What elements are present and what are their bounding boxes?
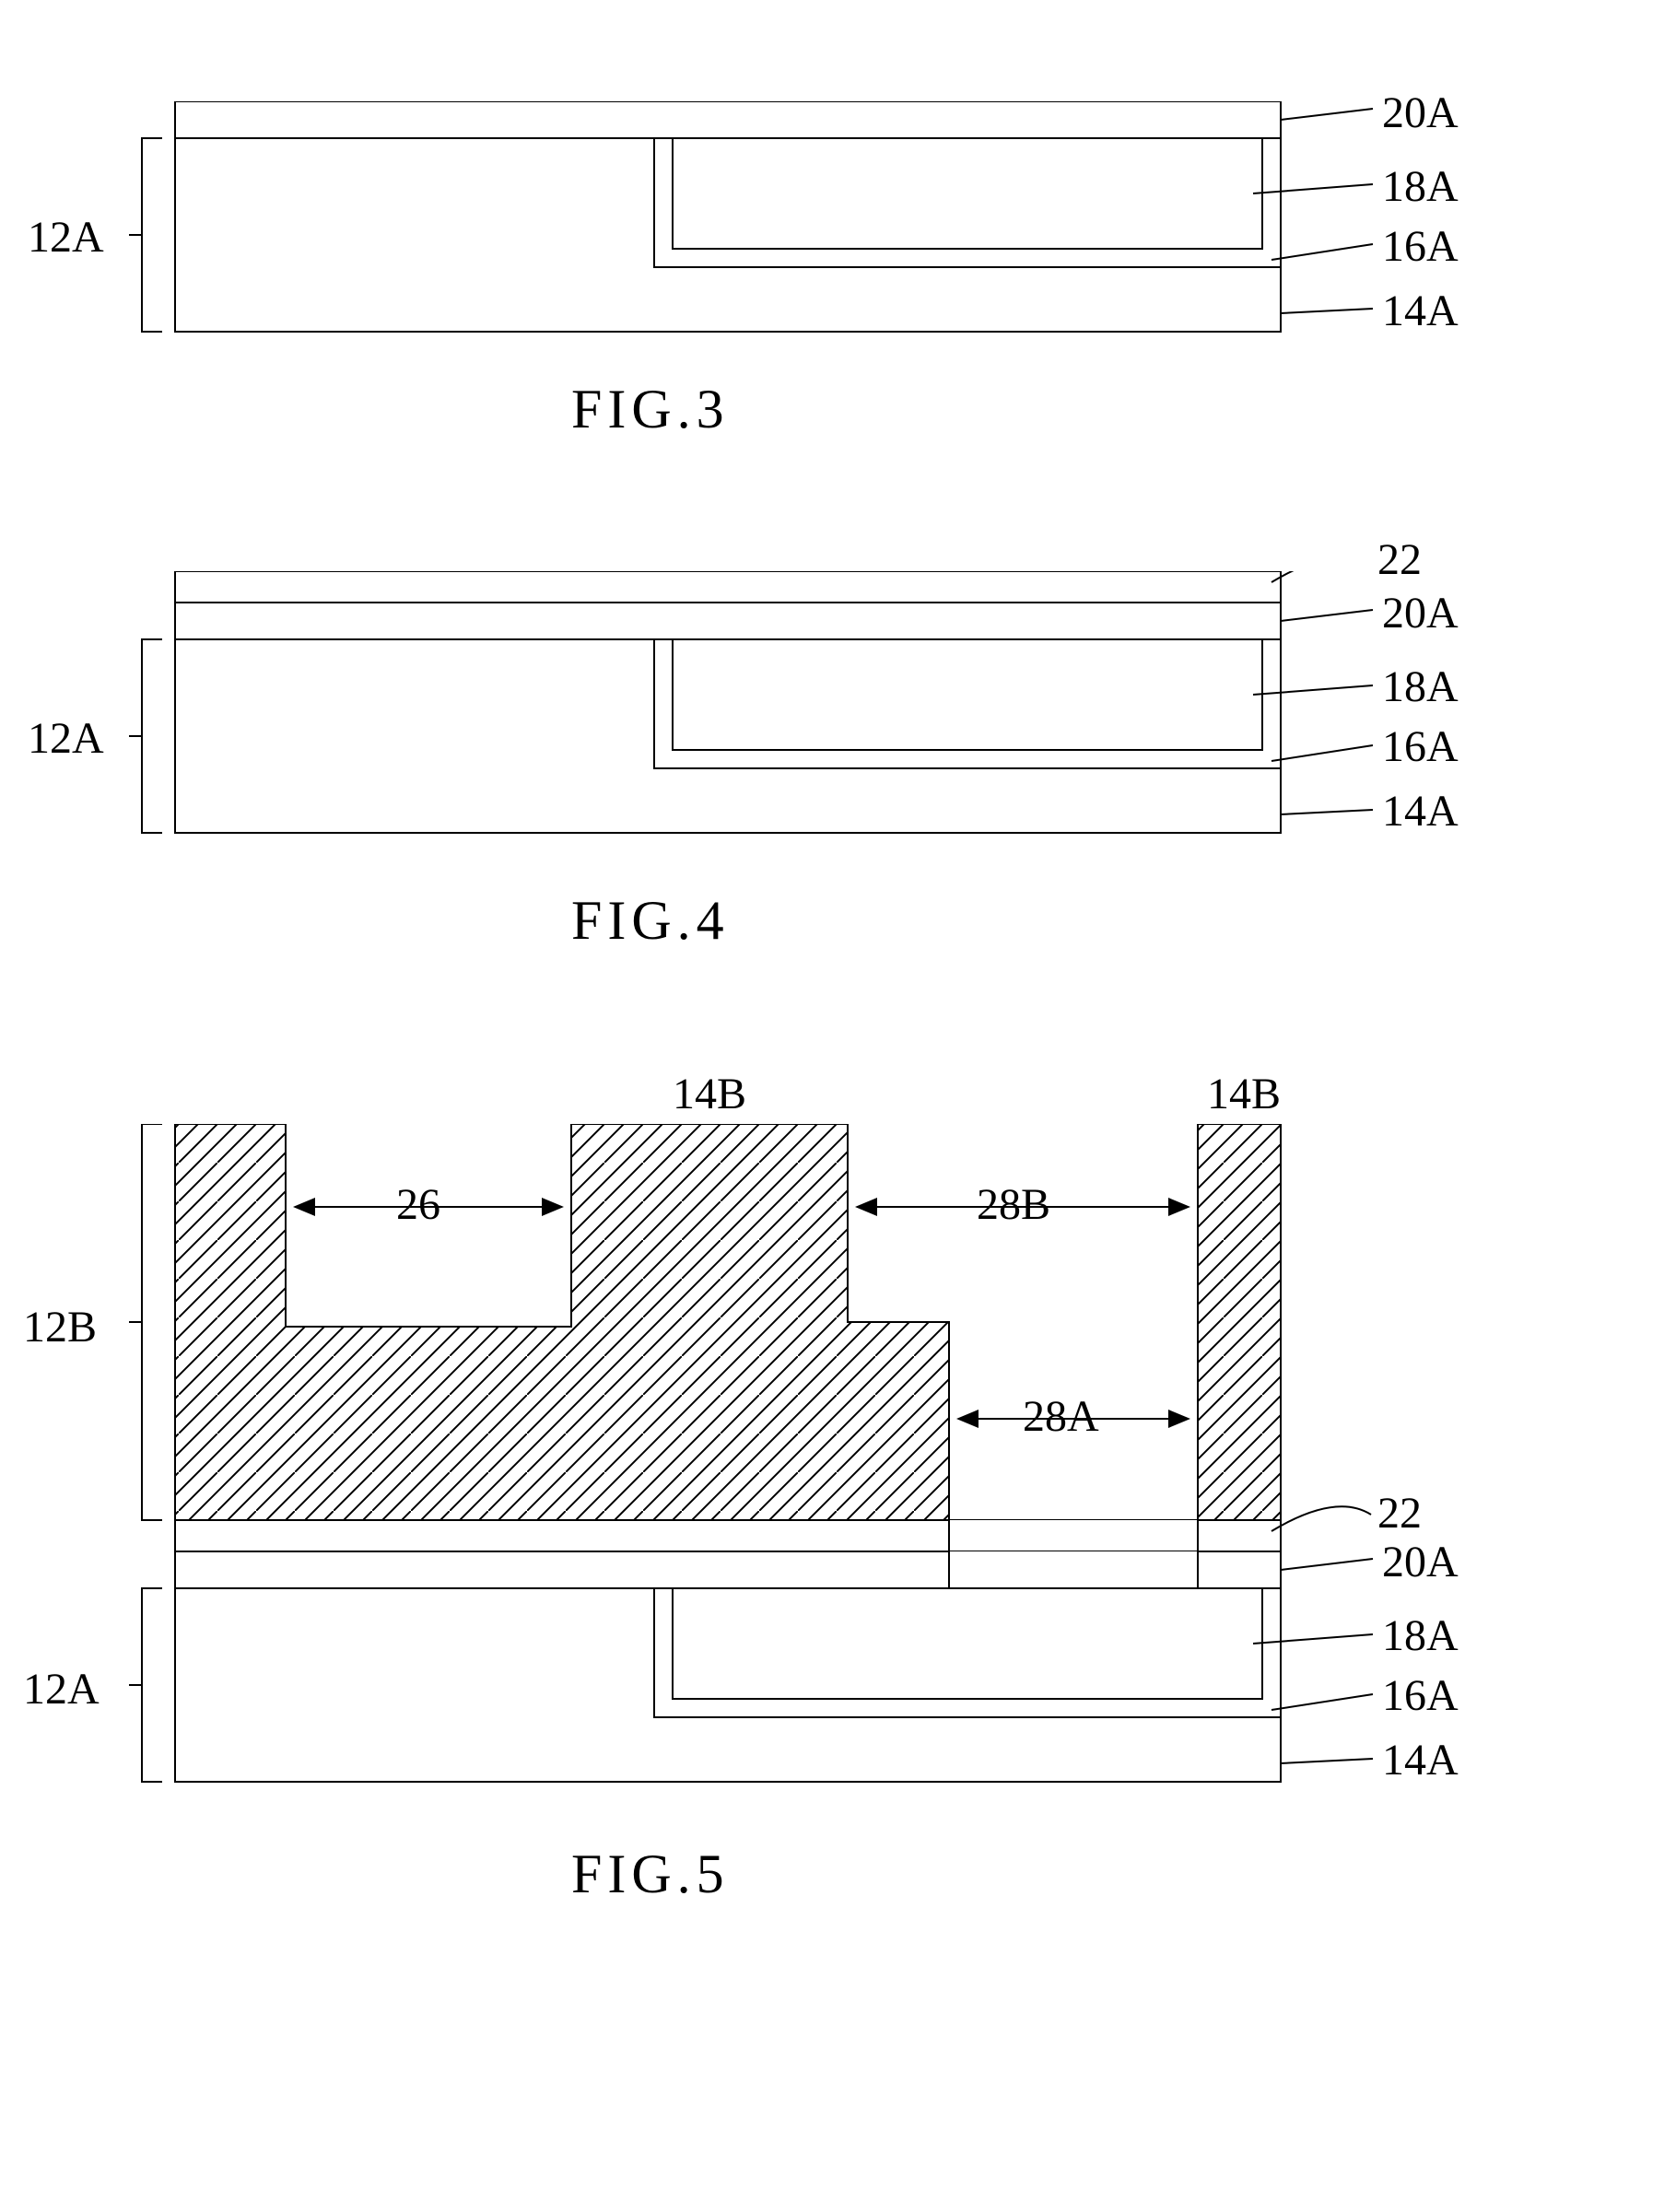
layer-20a: [175, 101, 1281, 138]
label-16a: 16A: [1382, 1670, 1459, 1721]
fig3: 12A 20A 18A 16A 14A: [101, 101, 1529, 350]
fig4-caption: FIG.4: [571, 889, 730, 953]
fig3-caption: FIG.3: [571, 378, 730, 441]
fig4: 12A 22 20A 18A 16A 14A: [101, 571, 1529, 866]
layer-20a: [175, 603, 1281, 639]
label-12a: 12A: [28, 713, 104, 764]
label-22: 22: [1377, 534, 1422, 585]
label-12a: 12A: [28, 212, 104, 263]
label-12b: 12B: [23, 1302, 97, 1352]
label-14a: 14A: [1382, 1735, 1459, 1785]
layer-22: [175, 571, 1281, 603]
label-20a: 20A: [1382, 588, 1459, 638]
label-16a: 16A: [1382, 721, 1459, 772]
label-28a: 28A: [1023, 1391, 1099, 1442]
fig3-svg: [101, 101, 1529, 350]
fig4-svg: [101, 571, 1529, 866]
label-12a: 12A: [23, 1664, 100, 1715]
label-16a: 16A: [1382, 221, 1459, 272]
label-20a: 20A: [1382, 1537, 1459, 1587]
label-18a: 18A: [1382, 161, 1459, 212]
label-20a: 20A: [1382, 88, 1459, 138]
fig5: 12B 12A 26 28B 28A 14B 14B 22 20A 18A 16…: [101, 1124, 1529, 1824]
page: 12A 20A 18A 16A 14A FIG.3 12A 22 20A 18A…: [0, 0, 1664, 2212]
label-14b-1: 14B: [673, 1069, 746, 1119]
label-14b-2: 14B: [1207, 1069, 1281, 1119]
label-26: 26: [396, 1179, 440, 1230]
fig5-svg: [101, 1124, 1529, 1824]
label-14a: 14A: [1382, 286, 1459, 336]
label-28b: 28B: [977, 1179, 1050, 1230]
label-22: 22: [1377, 1488, 1422, 1539]
label-14a: 14A: [1382, 786, 1459, 837]
label-18a: 18A: [1382, 1610, 1459, 1661]
label-18a: 18A: [1382, 661, 1459, 712]
fig5-caption: FIG.5: [571, 1843, 730, 1906]
